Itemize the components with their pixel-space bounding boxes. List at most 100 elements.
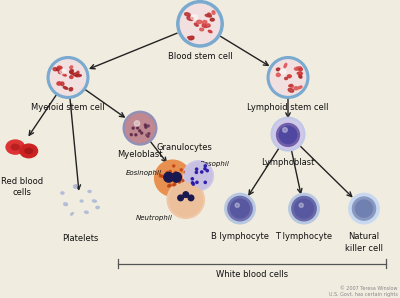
- Ellipse shape: [169, 170, 171, 173]
- Ellipse shape: [294, 68, 298, 70]
- Ellipse shape: [71, 212, 73, 215]
- Ellipse shape: [230, 199, 250, 218]
- Ellipse shape: [212, 11, 215, 14]
- Ellipse shape: [145, 126, 147, 128]
- Ellipse shape: [285, 77, 288, 80]
- Ellipse shape: [276, 123, 300, 146]
- Ellipse shape: [70, 72, 73, 74]
- Ellipse shape: [60, 69, 66, 74]
- Ellipse shape: [297, 72, 302, 74]
- Ellipse shape: [184, 195, 188, 197]
- Ellipse shape: [139, 130, 141, 132]
- Ellipse shape: [289, 193, 319, 224]
- Ellipse shape: [174, 171, 176, 174]
- Ellipse shape: [74, 185, 77, 188]
- Ellipse shape: [206, 24, 210, 27]
- Text: Lymphoblast: Lymphoblast: [261, 158, 315, 167]
- Ellipse shape: [168, 185, 170, 187]
- Ellipse shape: [204, 181, 206, 184]
- Ellipse shape: [96, 206, 99, 209]
- Ellipse shape: [191, 178, 194, 180]
- Ellipse shape: [57, 82, 61, 85]
- Ellipse shape: [167, 176, 169, 178]
- Ellipse shape: [202, 24, 208, 27]
- Ellipse shape: [159, 175, 162, 177]
- Ellipse shape: [191, 15, 198, 20]
- Ellipse shape: [147, 135, 149, 137]
- Ellipse shape: [172, 174, 174, 176]
- Ellipse shape: [177, 190, 180, 192]
- Ellipse shape: [202, 21, 207, 24]
- Ellipse shape: [185, 162, 212, 189]
- Ellipse shape: [284, 63, 287, 68]
- Ellipse shape: [188, 37, 193, 38]
- Ellipse shape: [135, 134, 137, 136]
- Ellipse shape: [136, 127, 138, 129]
- Text: Granulocytes: Granulocytes: [156, 143, 212, 152]
- Ellipse shape: [70, 76, 73, 78]
- Ellipse shape: [57, 68, 61, 71]
- Ellipse shape: [192, 183, 194, 185]
- Ellipse shape: [88, 190, 91, 193]
- Ellipse shape: [179, 181, 181, 184]
- Ellipse shape: [187, 17, 193, 21]
- Ellipse shape: [204, 165, 206, 167]
- Ellipse shape: [167, 181, 204, 218]
- Ellipse shape: [204, 168, 206, 170]
- Ellipse shape: [183, 192, 188, 197]
- Ellipse shape: [174, 183, 176, 185]
- Ellipse shape: [154, 160, 191, 196]
- Ellipse shape: [134, 121, 140, 126]
- Ellipse shape: [201, 171, 203, 173]
- Text: Myeloblast: Myeloblast: [117, 150, 163, 159]
- Text: T lymphocyte: T lymphocyte: [276, 232, 332, 241]
- Ellipse shape: [50, 60, 86, 95]
- Ellipse shape: [196, 181, 198, 184]
- Ellipse shape: [25, 148, 32, 153]
- Ellipse shape: [141, 132, 143, 134]
- Text: Lymphoid stem cell: Lymphoid stem cell: [247, 103, 329, 112]
- Ellipse shape: [276, 73, 280, 77]
- Ellipse shape: [289, 84, 292, 87]
- Ellipse shape: [70, 70, 74, 73]
- Ellipse shape: [356, 200, 372, 217]
- Ellipse shape: [206, 24, 210, 26]
- Ellipse shape: [196, 168, 198, 170]
- Ellipse shape: [6, 140, 24, 154]
- Ellipse shape: [194, 23, 198, 26]
- Ellipse shape: [270, 60, 306, 95]
- Ellipse shape: [64, 203, 68, 206]
- Ellipse shape: [62, 74, 66, 76]
- Ellipse shape: [92, 200, 96, 202]
- Ellipse shape: [210, 18, 214, 21]
- Ellipse shape: [61, 192, 64, 194]
- Ellipse shape: [172, 173, 182, 182]
- Ellipse shape: [292, 196, 316, 221]
- Ellipse shape: [177, 1, 223, 47]
- Ellipse shape: [73, 73, 78, 76]
- Text: © 2007 Teresa Winslow
U.S. Govt. has certain rights: © 2007 Teresa Winslow U.S. Govt. has cer…: [329, 286, 398, 297]
- Ellipse shape: [181, 188, 184, 190]
- Ellipse shape: [161, 175, 163, 177]
- Ellipse shape: [148, 133, 150, 135]
- Ellipse shape: [76, 75, 81, 77]
- Ellipse shape: [299, 68, 302, 71]
- Ellipse shape: [189, 36, 194, 40]
- Ellipse shape: [130, 134, 132, 136]
- Ellipse shape: [76, 71, 79, 75]
- Ellipse shape: [184, 171, 186, 173]
- Ellipse shape: [169, 183, 202, 216]
- Ellipse shape: [205, 15, 210, 17]
- Ellipse shape: [352, 197, 376, 220]
- Ellipse shape: [147, 125, 149, 127]
- Ellipse shape: [298, 86, 302, 89]
- Text: Myeloid stem cell: Myeloid stem cell: [31, 103, 105, 112]
- Ellipse shape: [180, 4, 220, 44]
- Ellipse shape: [144, 124, 146, 126]
- Ellipse shape: [279, 126, 297, 144]
- Ellipse shape: [200, 28, 204, 31]
- Ellipse shape: [58, 72, 62, 74]
- Ellipse shape: [169, 184, 171, 186]
- Ellipse shape: [47, 57, 89, 98]
- Ellipse shape: [290, 85, 293, 87]
